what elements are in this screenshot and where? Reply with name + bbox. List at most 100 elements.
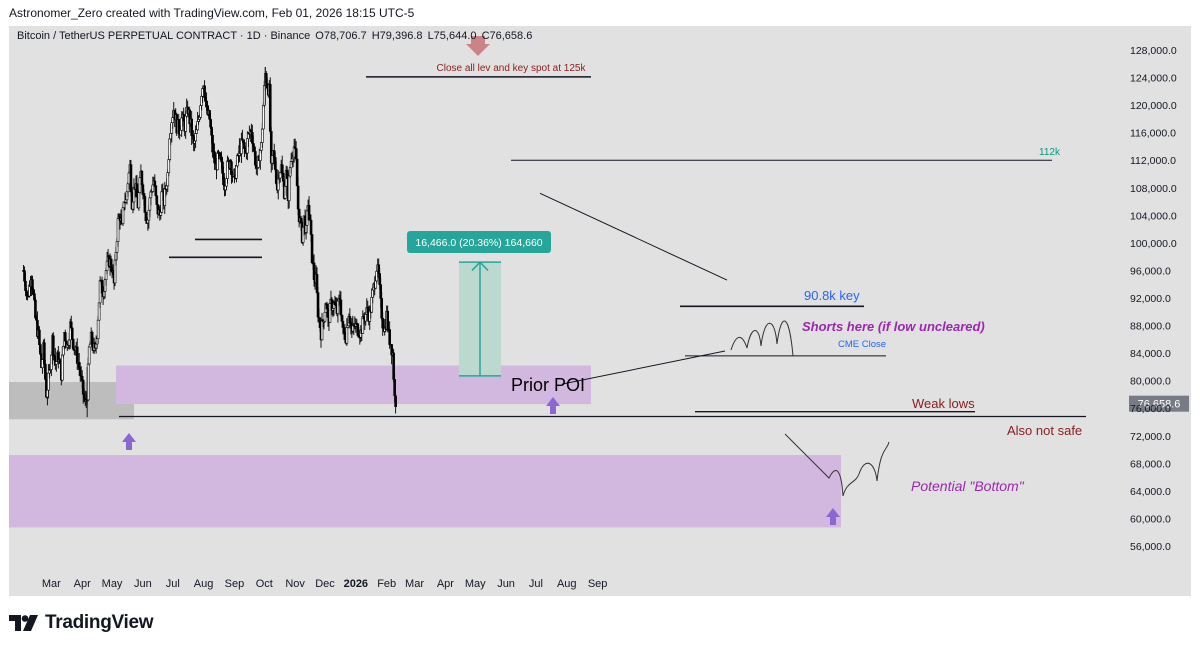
y-tick-label: 104,000.0: [1130, 210, 1177, 222]
ohlc-low: L75,644.0: [427, 30, 477, 42]
tradingview-icon: [9, 615, 38, 631]
y-tick-label: 60,000.0: [1130, 513, 1171, 525]
tradingview-logo[interactable]: TradingView: [9, 612, 154, 634]
y-tick-label: 100,000.0: [1130, 238, 1177, 250]
gray-zone: [9, 382, 134, 420]
ohlc-open: O78,706.7: [315, 30, 367, 42]
y-tick-label: 124,000.0: [1130, 73, 1177, 85]
candle-body: [39, 344, 42, 355]
x-tick-label: Apr: [437, 578, 454, 590]
measure-label-bg: [407, 231, 551, 253]
candle-body: [394, 395, 397, 407]
arrow-up-april: [122, 433, 136, 450]
y-tick-label: 112,000.0: [1130, 155, 1176, 167]
candle-body: [261, 104, 265, 130]
x-tick-label: Apr: [74, 578, 91, 590]
candle-body: [309, 220, 313, 235]
candle-body: [155, 195, 159, 205]
label-shorts: Shorts here (if low uncleared): [802, 319, 985, 334]
purple-zone-prior-poi: [116, 365, 591, 405]
candle-body: [323, 311, 327, 322]
label-90k: 90.8k key: [804, 288, 860, 303]
y-tick-label: 84,000.0: [1130, 348, 1171, 360]
x-tick-label: Aug: [194, 578, 214, 590]
y-tick-label: 96,000.0: [1130, 265, 1171, 277]
y-tick-label: 116,000.0: [1130, 128, 1176, 140]
y-tick-label: 72,000.0: [1130, 431, 1171, 443]
projection-squiggle-bottom: [784, 433, 890, 497]
label-prior-poi: Prior POI: [511, 375, 585, 395]
y-tick-label: 64,000.0: [1130, 486, 1171, 498]
candle-body: [341, 320, 345, 328]
candle-body: [87, 346, 91, 365]
y-tick-label: 120,000.0: [1130, 100, 1177, 112]
x-tick-label: Sep: [588, 578, 608, 590]
x-tick-label: Dec: [315, 578, 335, 590]
y-tick-label: 108,000.0: [1130, 183, 1177, 195]
x-tick-label: Feb: [377, 578, 396, 590]
candle-body: [69, 321, 73, 329]
candle-body: [268, 84, 272, 132]
candles: [22, 66, 397, 414]
label-also-not-safe: Also not safe: [1007, 423, 1082, 438]
chart[interactable]: 16,466.0 (20.36%) 164,660 76,658.6 128,000…: [9, 26, 1191, 596]
ohlc-high: H79,396.8: [371, 30, 423, 42]
ohlc-close: C76,658.6: [481, 30, 533, 42]
candle-body: [307, 205, 311, 216]
label-close-lev: Close all lev and key spot at 125k: [437, 63, 587, 74]
x-tick-label: May: [102, 578, 123, 590]
y-tick-label: 56,000.0: [1130, 541, 1171, 553]
attribution: Astronomer_Zero created with TradingView…: [9, 6, 415, 20]
candle-body: [388, 329, 391, 345]
y-tick-label: 92,000.0: [1130, 293, 1171, 305]
candle-body: [235, 165, 238, 179]
candle-body: [296, 185, 300, 210]
measure-arrow-head: [471, 261, 489, 271]
candle-body: [386, 310, 389, 330]
x-tick-label: May: [465, 578, 486, 590]
trend-line-down: [539, 192, 728, 281]
candle-body: [38, 329, 41, 345]
candle-body: [143, 196, 147, 213]
symbol-legend: Bitcoin / TetherUS PERPETUAL CONTRACT · …: [17, 30, 534, 42]
label-cme: CME Close: [838, 339, 886, 350]
candle-body: [70, 327, 74, 340]
label-112k: 112k: [1039, 147, 1061, 158]
candle-body: [61, 354, 64, 381]
candle-body: [52, 335, 55, 356]
chart-frame[interactable]: 16,466.0 (20.36%) 164,660 76,658.6 128,000…: [9, 26, 1191, 596]
arrow-up-poi: [546, 397, 560, 414]
symbol-name: Bitcoin / TetherUS PERPETUAL CONTRACT · …: [17, 30, 311, 42]
y-tick-label: 88,000.0: [1130, 321, 1171, 333]
y-tick-label: 76,000.0: [1130, 403, 1171, 415]
candle-body: [71, 338, 75, 350]
y-tick-label: 80,000.0: [1130, 376, 1171, 388]
arrow-up-bottom: [826, 508, 840, 525]
x-tick-label: Sep: [225, 578, 245, 590]
label-potential-bottom: Potential "Bottom": [911, 478, 1025, 494]
candle-body: [339, 299, 343, 316]
candle-body: [116, 218, 120, 243]
x-tick-label: Oct: [256, 578, 273, 590]
label-weak-lows: Weak lows: [912, 396, 975, 411]
candle-body: [190, 118, 193, 136]
candle-body: [287, 175, 291, 201]
candle-body: [261, 128, 264, 143]
candle-body: [137, 192, 141, 209]
purple-zone-bottom: [9, 455, 841, 528]
brand-name: TradingView: [45, 612, 154, 633]
y-tick-label: 128,000.0: [1130, 45, 1177, 57]
x-tick-label: Aug: [557, 578, 577, 590]
last-price-label: 76,658.6: [1138, 399, 1181, 411]
y-tick-label: 68,000.0: [1130, 458, 1171, 470]
candle-body: [345, 327, 349, 344]
line-poi-diagonal: [561, 350, 726, 385]
x-tick-label: Mar: [42, 578, 61, 590]
x-tick-label: Nov: [285, 578, 305, 590]
x-tick-label: Jun: [134, 578, 152, 590]
last-price-tag: [1129, 395, 1189, 412]
x-tick-label: Mar: [405, 578, 424, 590]
x-tick-label: Jul: [166, 578, 180, 590]
x-tick-label: Jul: [529, 578, 543, 590]
candle-body: [203, 85, 206, 98]
